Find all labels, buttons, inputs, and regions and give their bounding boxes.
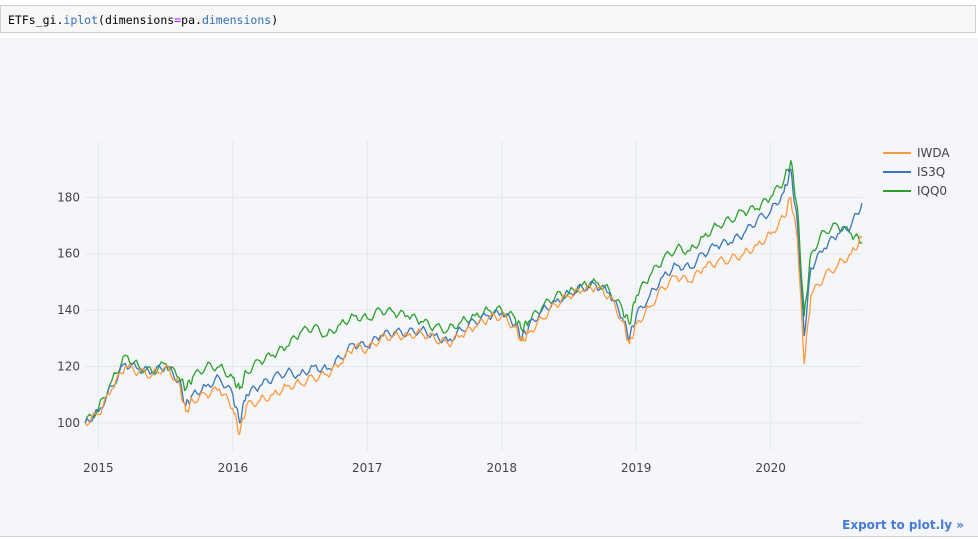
y-tick-label: 140 [57, 303, 80, 317]
export-to-plotly-link[interactable]: Export to plot.ly » [842, 518, 964, 532]
x-gridlines [97, 141, 772, 451]
legend-label: IQQ0 [917, 184, 947, 198]
code-cell-input[interactable]: ETFs_gi.iplot(dimensions=pa.dimensions) [0, 5, 976, 33]
code-close-paren: ) [271, 13, 279, 27]
legend-item-iwda[interactable]: IWDA [883, 146, 950, 160]
y-tick-label: 160 [57, 247, 80, 261]
code-equals: = [174, 13, 182, 27]
y-axis-ticks: 100 120 140 160 180 [57, 190, 80, 429]
series-line-is3q[interactable] [84, 168, 863, 424]
x-tick-label: 2017 [352, 461, 383, 475]
series-line-iwda[interactable] [84, 196, 863, 435]
x-tick-label: 2018 [486, 461, 517, 475]
legend-label: IWDA [917, 146, 950, 160]
x-tick-label: 2016 [218, 461, 249, 475]
x-axis-ticks: 2015 2016 2017 2018 2019 2020 [83, 461, 786, 475]
code-line[interactable]: ETFs_gi.iplot(dimensions=pa.dimensions) [8, 13, 278, 27]
y-tick-label: 120 [57, 359, 80, 373]
legend-item-iqq0[interactable]: IQQ0 [883, 184, 947, 198]
plot-output-area: 2015 2016 2017 2018 2019 2020 100 120 140 160 180… [0, 38, 978, 536]
series-line-iqq0[interactable] [84, 160, 863, 424]
legend-item-is3q[interactable]: IS3Q [883, 165, 945, 179]
code-arg-attribute: dimensions [201, 13, 272, 27]
code-dot: . [56, 13, 64, 27]
x-tick-label: 2020 [755, 461, 786, 475]
legend-label: IS3Q [917, 165, 945, 179]
x-tick-label: 2019 [621, 461, 652, 475]
y-tick-label: 180 [57, 190, 80, 204]
chart-legend: IWDA IS3Q IQQ0 [883, 146, 950, 198]
cell-divider [0, 536, 978, 537]
chart-series [84, 160, 863, 435]
y-tick-label: 100 [57, 416, 80, 430]
code-arg-object: pa [181, 13, 195, 27]
code-dot: . [195, 13, 202, 27]
x-tick-label: 2015 [83, 461, 114, 475]
code-method: iplot [63, 13, 99, 27]
line-chart[interactable]: 2015 2016 2017 2018 2019 2020 100 120 140 160 180… [0, 38, 978, 536]
code-open-paren: (dimensions [98, 13, 175, 27]
code-variable: ETFs_gi [8, 13, 57, 27]
y-gridlines [85, 196, 862, 424]
